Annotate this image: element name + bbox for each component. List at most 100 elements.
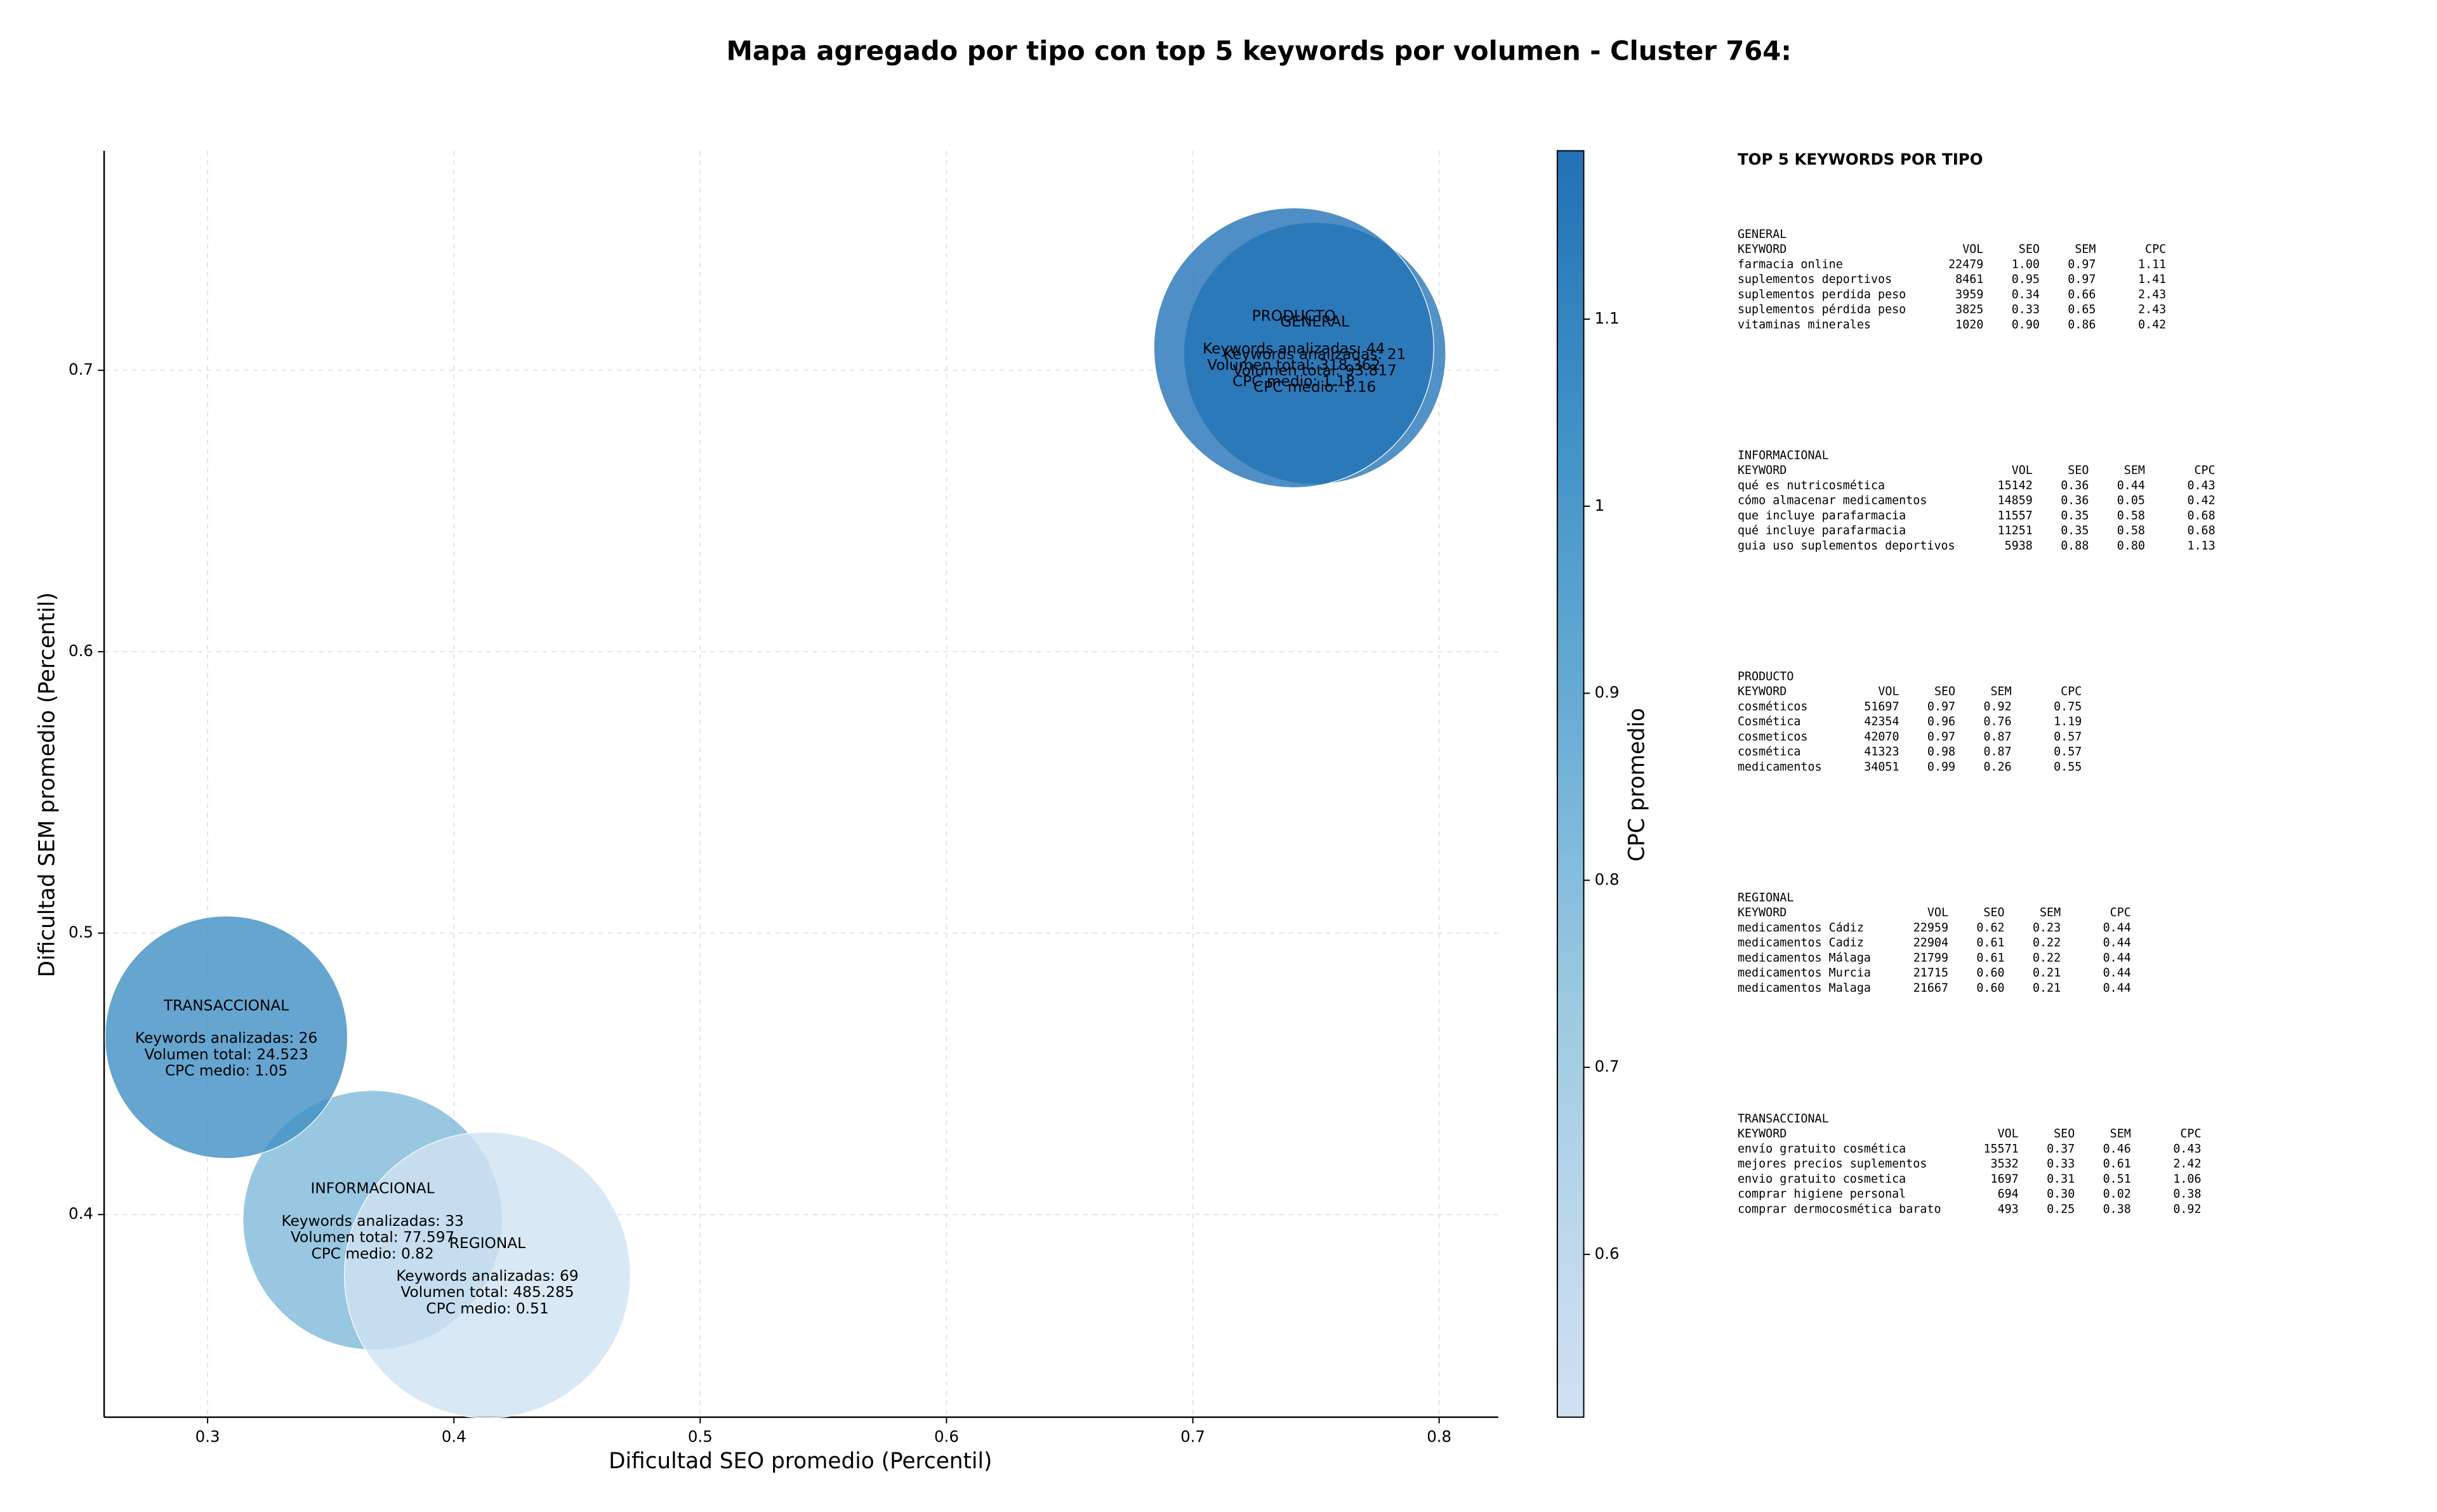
- bubble-name: INFORMACIONAL: [310, 1180, 434, 1197]
- table-cell: 0.58: [2117, 524, 2145, 537]
- table-header: KEYWORD: [1738, 906, 1786, 919]
- table-cell: 11557: [1998, 509, 2033, 522]
- table-cell: 0.44: [2117, 479, 2145, 492]
- bubble-annotation: Volumen total: 77.597: [291, 1229, 454, 1246]
- table-name: INFORMACIONAL: [1738, 449, 1829, 462]
- table-cell: 0.98: [1927, 746, 1955, 759]
- bubble-annotation: Keywords analizadas: 21: [1224, 346, 1406, 363]
- table-cell: 0.88: [2061, 539, 2089, 553]
- table-cell: 0.96: [1927, 715, 1955, 728]
- bubble-name: TRANSACCIONAL: [163, 997, 289, 1014]
- table-cell: 22904: [1913, 937, 1948, 950]
- bubble-annotation: CPC medio: 0.82: [311, 1245, 433, 1262]
- table-header: VOL: [1878, 685, 1899, 699]
- bubble-annotation: CPC medio: 1.05: [165, 1062, 287, 1079]
- table-cell: 0.61: [1976, 951, 2004, 964]
- table-cell: 0.60: [1976, 966, 2004, 980]
- table-cell: 22959: [1913, 921, 1948, 935]
- table-cell: 0.66: [2068, 288, 2096, 301]
- table-header: SEM: [1990, 685, 2011, 699]
- bubble-name: PRODUCTO: [1252, 308, 1336, 325]
- x-tick-label: 0.8: [1427, 1427, 1451, 1445]
- bubble-annotation: Volumen total: 24.523: [144, 1046, 308, 1063]
- table-cell: 0.26: [1983, 760, 2011, 773]
- table-cell: envío gratuito cosmética: [1738, 1142, 1906, 1155]
- table-cell: 0.99: [1927, 760, 1955, 773]
- bubble-name: GENERAL: [1280, 313, 1349, 330]
- table-header: SEM: [2110, 1127, 2131, 1141]
- table-cell: 0.97: [1927, 730, 1955, 744]
- table-cell: 14859: [1998, 494, 2033, 508]
- table-cell: 0.35: [2061, 509, 2089, 522]
- table-header: KEYWORD: [1738, 685, 1786, 699]
- colorbar-tick-label: 1.1: [1595, 309, 1620, 327]
- table-cell: 0.68: [2187, 509, 2215, 522]
- table-cell: 5938: [2005, 539, 2033, 553]
- chart-title: Mapa agregado por tipo con top 5 keyword…: [726, 35, 1791, 66]
- table-header: SEO: [1983, 906, 2004, 919]
- table-cell: 493: [1998, 1202, 2019, 1216]
- table-cell: 34051: [1864, 760, 1899, 773]
- table-cell: 0.02: [2103, 1188, 2131, 1201]
- table-cell: 0.55: [2054, 760, 2082, 773]
- table-header: SEO: [2068, 464, 2089, 477]
- table-cell: medicamentos Málaga: [1738, 951, 1871, 964]
- table-cell: 0.97: [2068, 273, 2096, 286]
- table-cell: 1697: [1991, 1173, 2019, 1186]
- table-name: PRODUCTO: [1738, 670, 1793, 683]
- table-cell: 0.86: [2068, 318, 2096, 331]
- table-cell: 0.22: [2033, 951, 2061, 964]
- table-cell: 0.76: [1983, 715, 2011, 728]
- table-header: CPC: [2061, 685, 2082, 699]
- table-cell: 0.95: [2012, 273, 2040, 286]
- table-cell: 42354: [1864, 715, 1899, 728]
- table-cell: 15571: [1983, 1142, 2018, 1155]
- colorbar: [1556, 150, 1585, 1418]
- table-cell: 0.38: [2173, 1188, 2201, 1201]
- x-axis-label: Dificultad SEO promedio (Percentil): [609, 1449, 992, 1474]
- table-cell: 21667: [1913, 982, 1948, 995]
- table-cell: 0.68: [2187, 524, 2215, 537]
- table-cell: suplementos deportivos: [1738, 273, 1892, 286]
- table-cell: 0.57: [2054, 746, 2082, 759]
- bubble-annotation: CPC medio: 0.51: [426, 1300, 548, 1317]
- bubble-annotation: Volumen total: 485.285: [400, 1284, 574, 1301]
- y-tick-label: 0.4: [69, 1204, 93, 1223]
- bubble-name: REGIONAL: [449, 1235, 525, 1252]
- table-cell: vitaminas minerales: [1738, 318, 1871, 331]
- table-cell: 21715: [1913, 966, 1948, 980]
- table-cell: 2.42: [2173, 1157, 2201, 1171]
- table-cell: 0.43: [2187, 479, 2215, 492]
- y-tick-label: 0.5: [69, 923, 93, 942]
- table-cell: guia uso suplementos deportivos: [1738, 539, 1955, 553]
- table-cell: medicamentos Murcia: [1738, 966, 1871, 980]
- table-header: VOL: [2012, 464, 2033, 477]
- table-cell: 0.42: [2138, 318, 2166, 331]
- bubble-annotation: CPC medio: 1.18: [1232, 372, 1355, 390]
- table-cell: 0.61: [1976, 937, 2004, 950]
- table-cell: 0.65: [2068, 303, 2096, 317]
- bubble-annotation: Keywords analizadas: 26: [135, 1030, 317, 1047]
- x-tick-label: 0.6: [934, 1427, 959, 1445]
- table-cell: 0.30: [2047, 1188, 2075, 1201]
- table-cell: 0.33: [2012, 303, 2040, 317]
- table-cell: envio gratuito cosmetica: [1738, 1173, 1906, 1186]
- table-cell: qué es nutricosmética: [1738, 479, 1885, 492]
- table-header: CPC: [2180, 1127, 2201, 1141]
- table-cell: 0.62: [1976, 921, 2004, 935]
- table-cell: 0.46: [2103, 1142, 2131, 1155]
- table-cell: 11251: [1998, 524, 2033, 537]
- table-cell: suplementos perdida peso: [1738, 288, 1906, 301]
- table-cell: 0.23: [2033, 921, 2061, 935]
- table-name: REGIONAL: [1738, 891, 1793, 904]
- table-cell: cosmeticos: [1738, 730, 1808, 744]
- colorbar-tick-label: 0.9: [1595, 683, 1620, 702]
- table-header: KEYWORD: [1738, 243, 1786, 256]
- table-cell: 0.38: [2103, 1202, 2131, 1216]
- table-cell: 694: [1998, 1188, 2019, 1201]
- table-cell: 1.13: [2187, 539, 2215, 553]
- table-cell: 0.44: [2103, 982, 2131, 995]
- table-cell: 0.61: [2103, 1157, 2131, 1171]
